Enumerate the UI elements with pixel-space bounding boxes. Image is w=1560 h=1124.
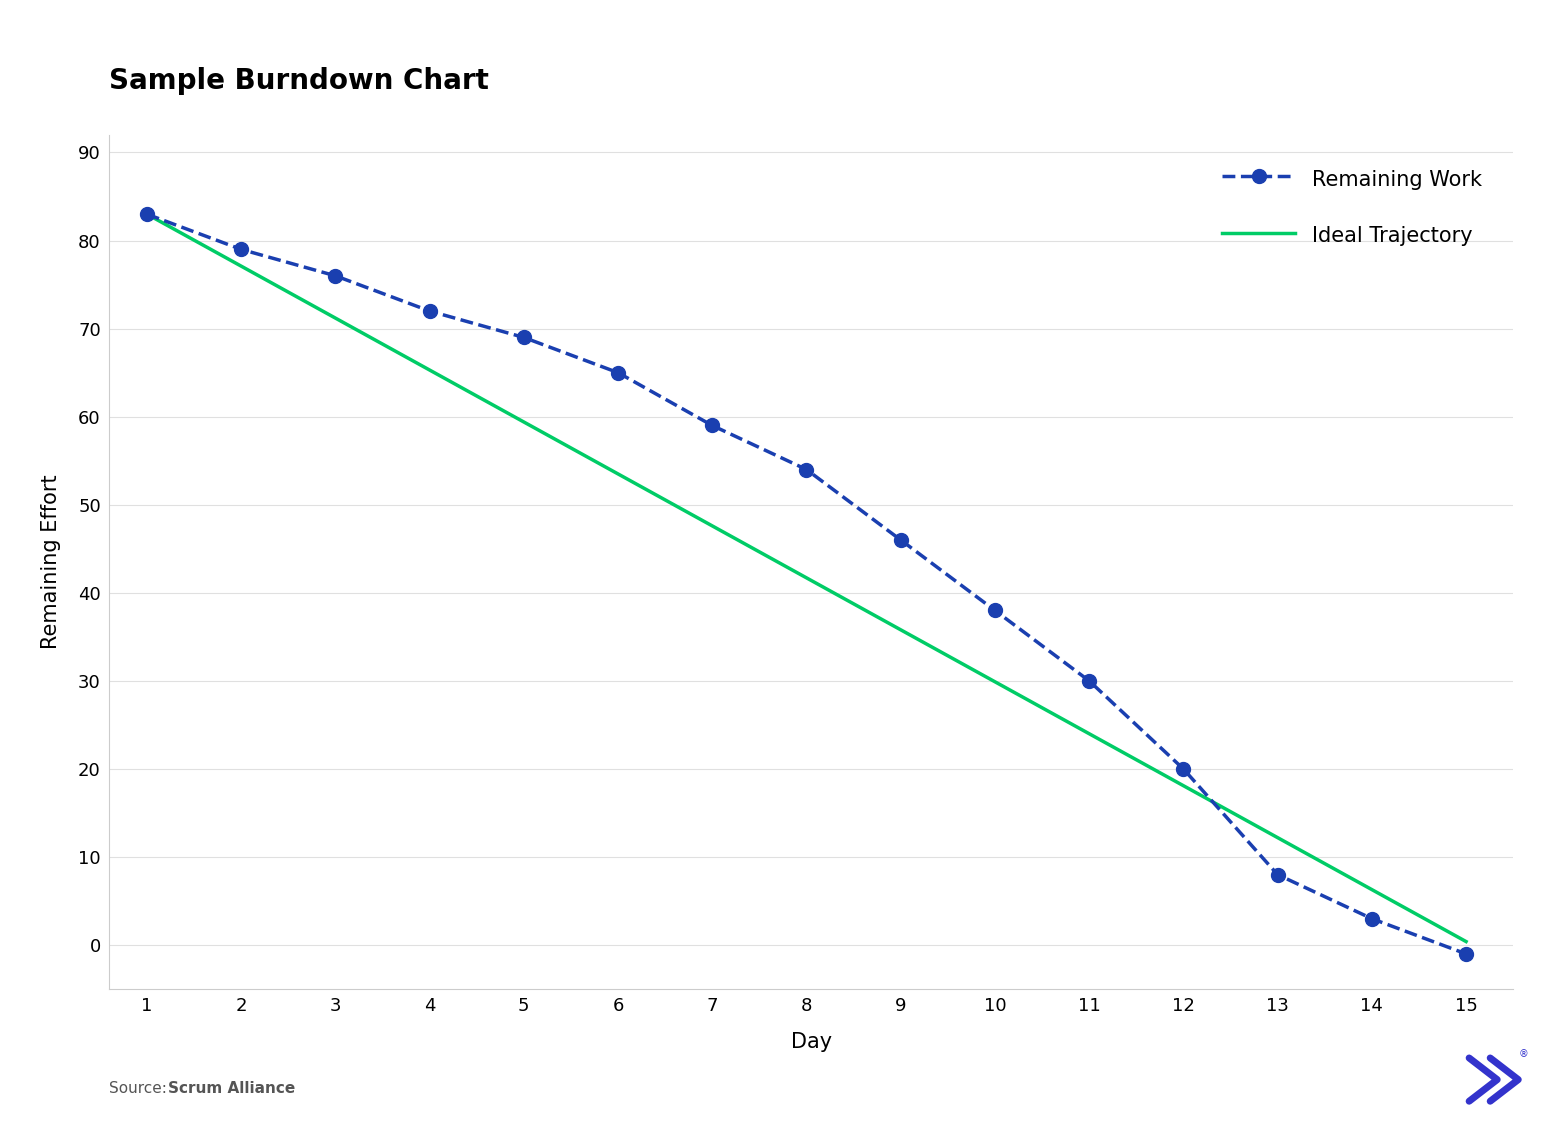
Ideal Trajectory <box>608 468 627 481</box>
Remaining Work <box>1457 948 1476 961</box>
Ideal Trajectory <box>420 363 438 377</box>
Remaining Work <box>986 604 1005 617</box>
Remaining Work <box>137 208 156 221</box>
Remaining Work <box>891 533 909 546</box>
Remaining Work <box>326 269 345 282</box>
Ideal Trajectory <box>232 260 251 273</box>
Remaining Work <box>232 243 251 256</box>
Remaining Work <box>797 463 816 477</box>
Text: ®: ® <box>1519 1049 1529 1059</box>
Ideal Trajectory <box>1362 882 1381 896</box>
Remaining Work <box>1268 868 1287 881</box>
Y-axis label: Remaining Effort: Remaining Effort <box>42 474 61 650</box>
Ideal Trajectory <box>1175 779 1193 792</box>
X-axis label: Day: Day <box>791 1032 831 1052</box>
Line: Ideal Trajectory: Ideal Trajectory <box>147 215 1466 942</box>
Ideal Trajectory <box>1268 831 1287 844</box>
Ideal Trajectory <box>137 208 156 221</box>
Text: Scrum Alliance: Scrum Alliance <box>168 1081 296 1096</box>
Ideal Trajectory <box>1457 935 1476 949</box>
Ideal Trajectory <box>891 623 909 636</box>
Ideal Trajectory <box>986 676 1005 689</box>
Legend: Remaining Work, Ideal Trajectory: Remaining Work, Ideal Trajectory <box>1201 145 1502 269</box>
Remaining Work <box>420 305 438 318</box>
Remaining Work <box>704 419 722 433</box>
Remaining Work <box>608 366 627 380</box>
Ideal Trajectory <box>1080 727 1098 741</box>
Ideal Trajectory <box>326 311 345 325</box>
Ideal Trajectory <box>704 519 722 533</box>
Text: Sample Burndown Chart: Sample Burndown Chart <box>109 67 490 96</box>
Ideal Trajectory <box>515 415 534 428</box>
Line: Remaining Work: Remaining Work <box>140 207 1473 961</box>
Text: Source:: Source: <box>109 1081 172 1096</box>
Remaining Work <box>515 330 534 344</box>
Remaining Work <box>1362 912 1381 925</box>
Ideal Trajectory <box>797 571 816 584</box>
Remaining Work <box>1175 762 1193 776</box>
Remaining Work <box>1080 674 1098 688</box>
